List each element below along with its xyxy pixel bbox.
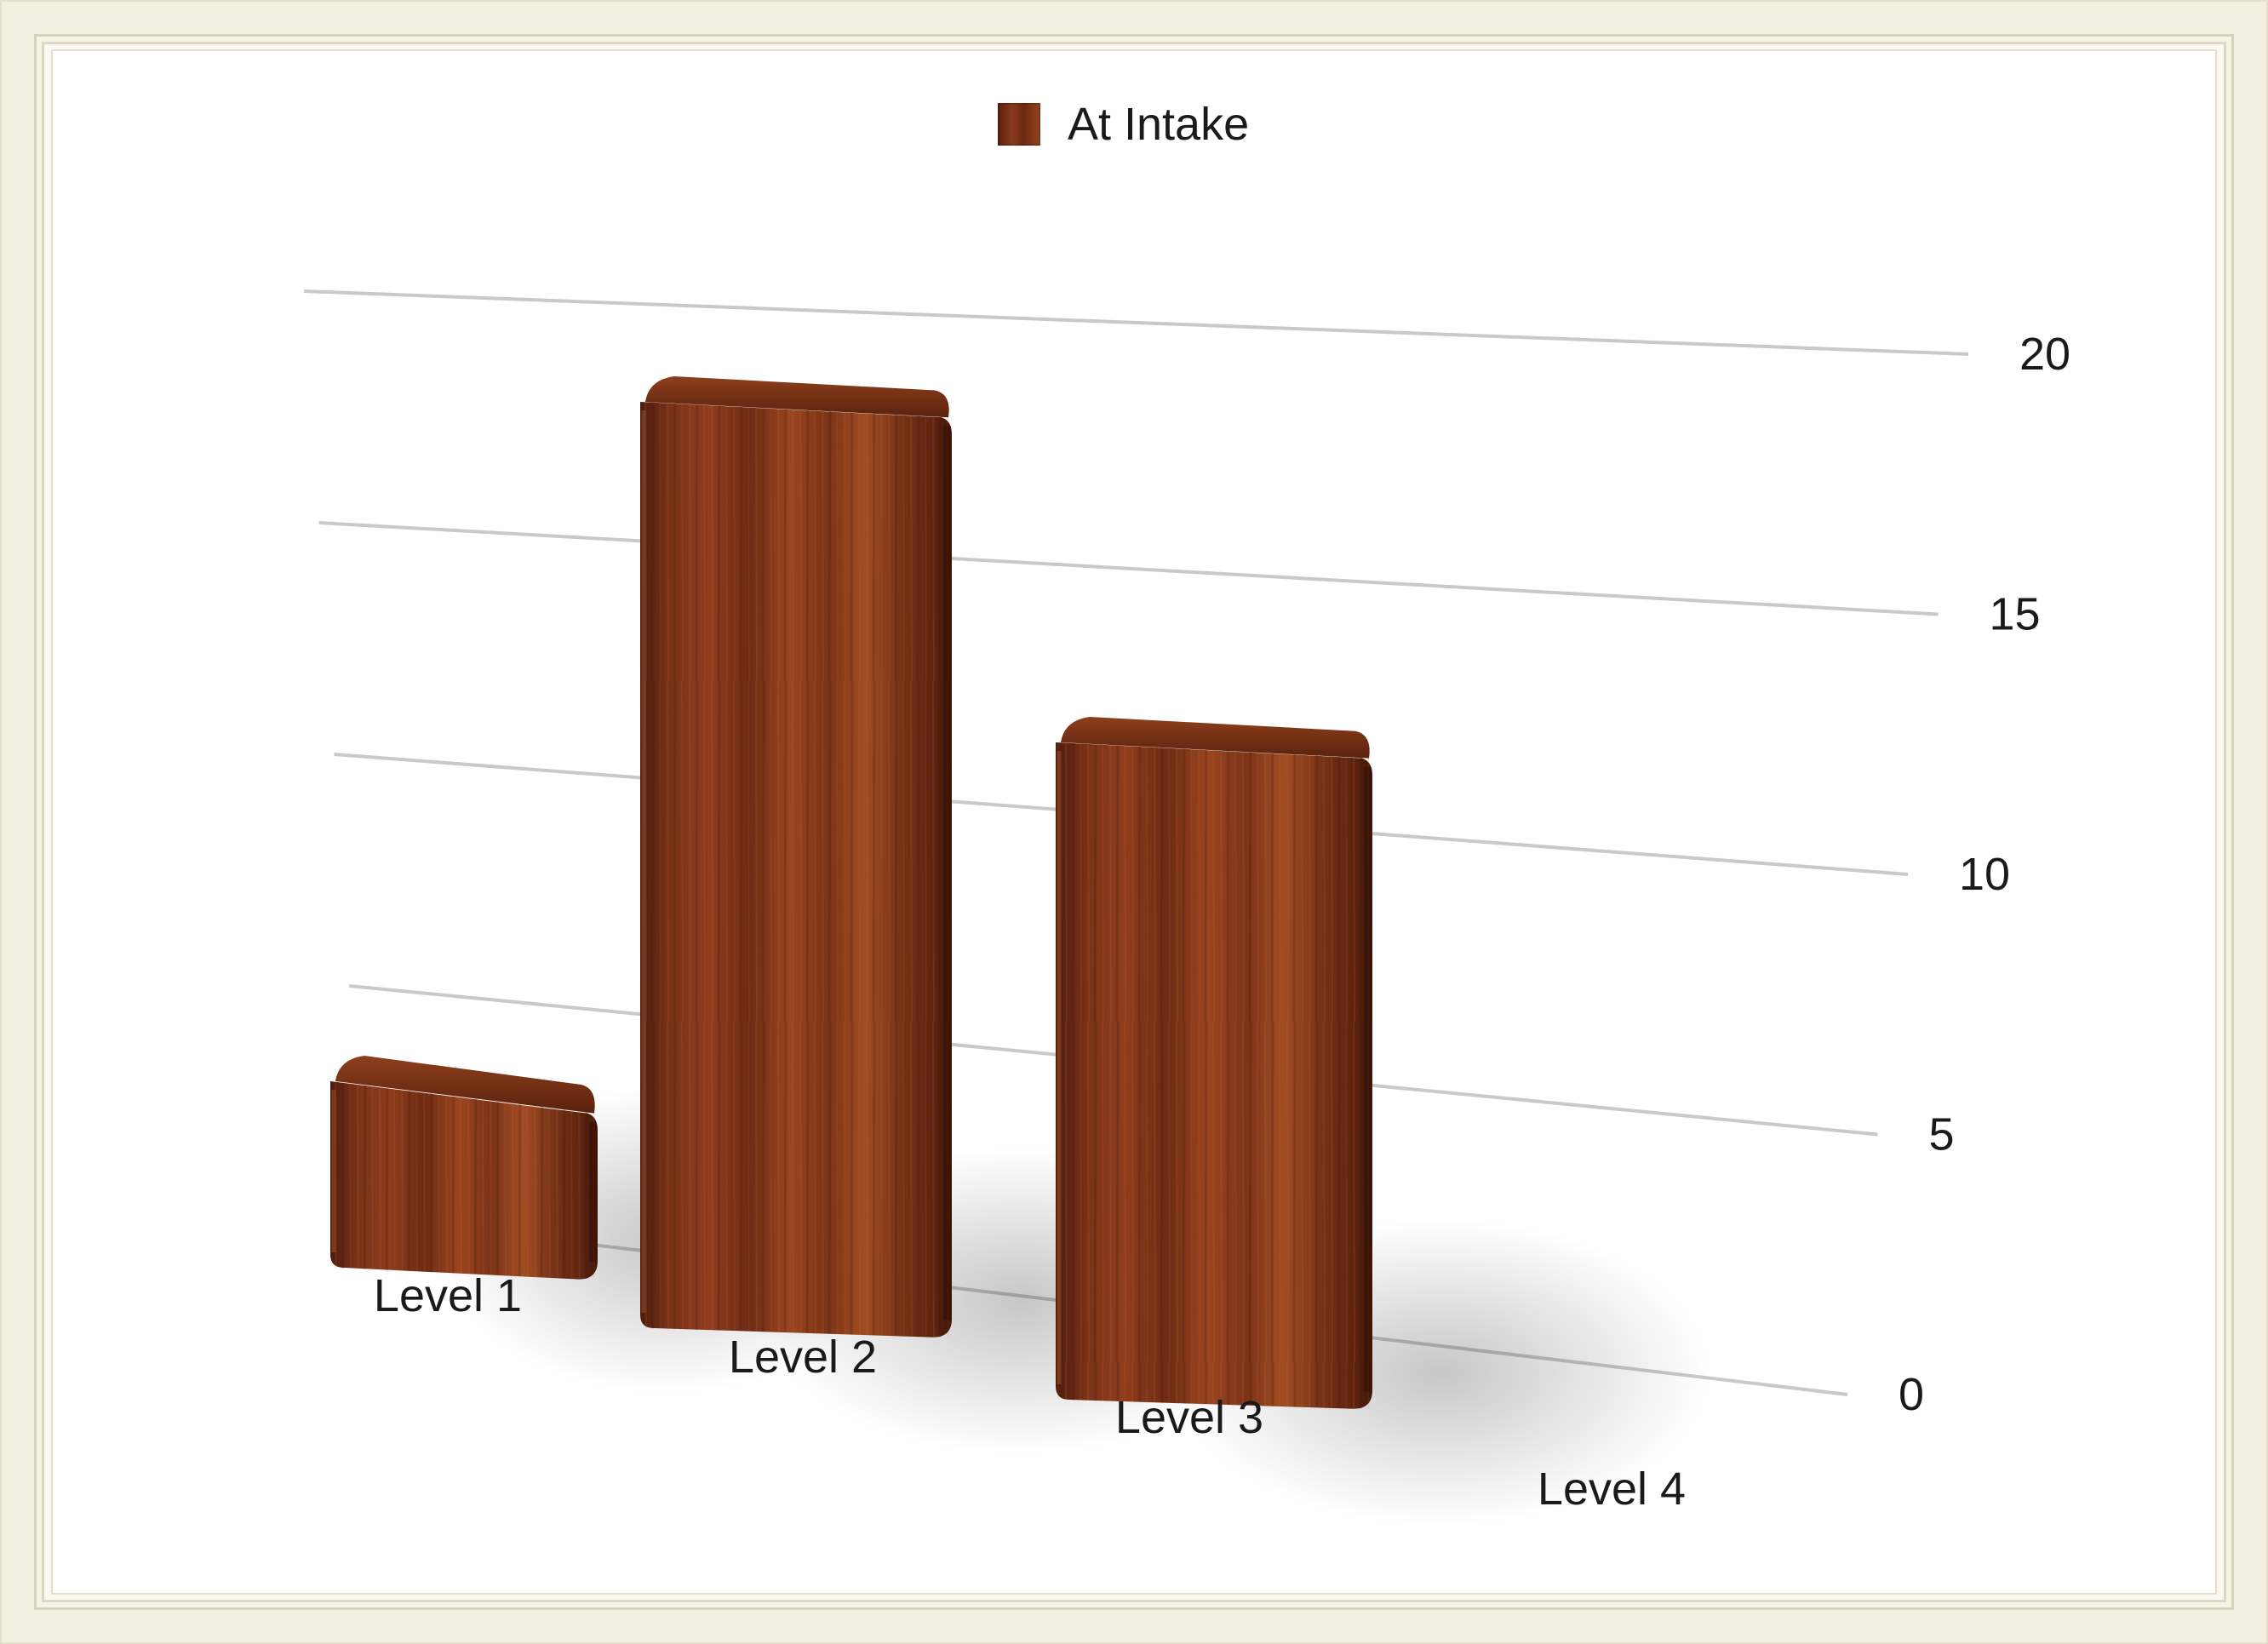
x-category-label: Level 2 [729, 1332, 877, 1383]
gridline-20 [303, 289, 1969, 356]
bar-level-2 [640, 376, 952, 1338]
y-tick-label: 5 [1929, 1109, 1955, 1160]
x-category-label: Level 1 [374, 1270, 522, 1321]
gridline-15 [318, 521, 1939, 616]
y-tick-label: 10 [1959, 849, 2010, 900]
y-tick-label: 0 [1899, 1369, 1924, 1420]
y-tick-label: 15 [1990, 589, 2041, 640]
x-category-label: Level 4 [1538, 1464, 1686, 1515]
chart-legend: At Intake [998, 99, 1250, 150]
y-tick-label: 20 [2019, 329, 2070, 380]
bar-level-3 [1056, 717, 1372, 1409]
legend-label-at-intake: At Intake [1068, 99, 1250, 150]
legend-swatch-at-intake [998, 103, 1040, 146]
x-category-label: Level 3 [1115, 1392, 1263, 1443]
bar-level-1 [330, 1056, 598, 1280]
